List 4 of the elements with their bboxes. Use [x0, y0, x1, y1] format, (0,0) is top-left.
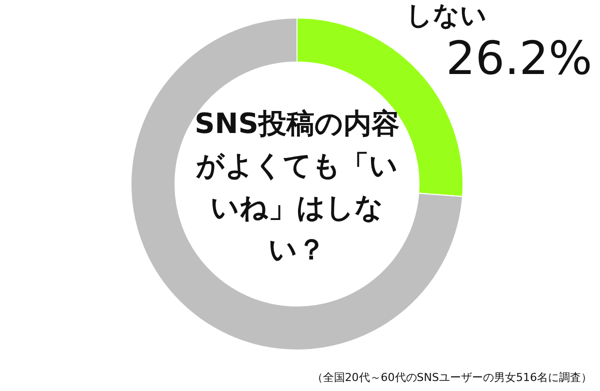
data-label: 26.2% — [446, 31, 592, 85]
text: SNS投稿の内容がよくても「いいね」はしない？ — [194, 106, 400, 268]
slice-label: しない — [406, 0, 488, 33]
text: （全国20代～60代のSNSユーザーの男女516名に調査） — [312, 370, 592, 385]
